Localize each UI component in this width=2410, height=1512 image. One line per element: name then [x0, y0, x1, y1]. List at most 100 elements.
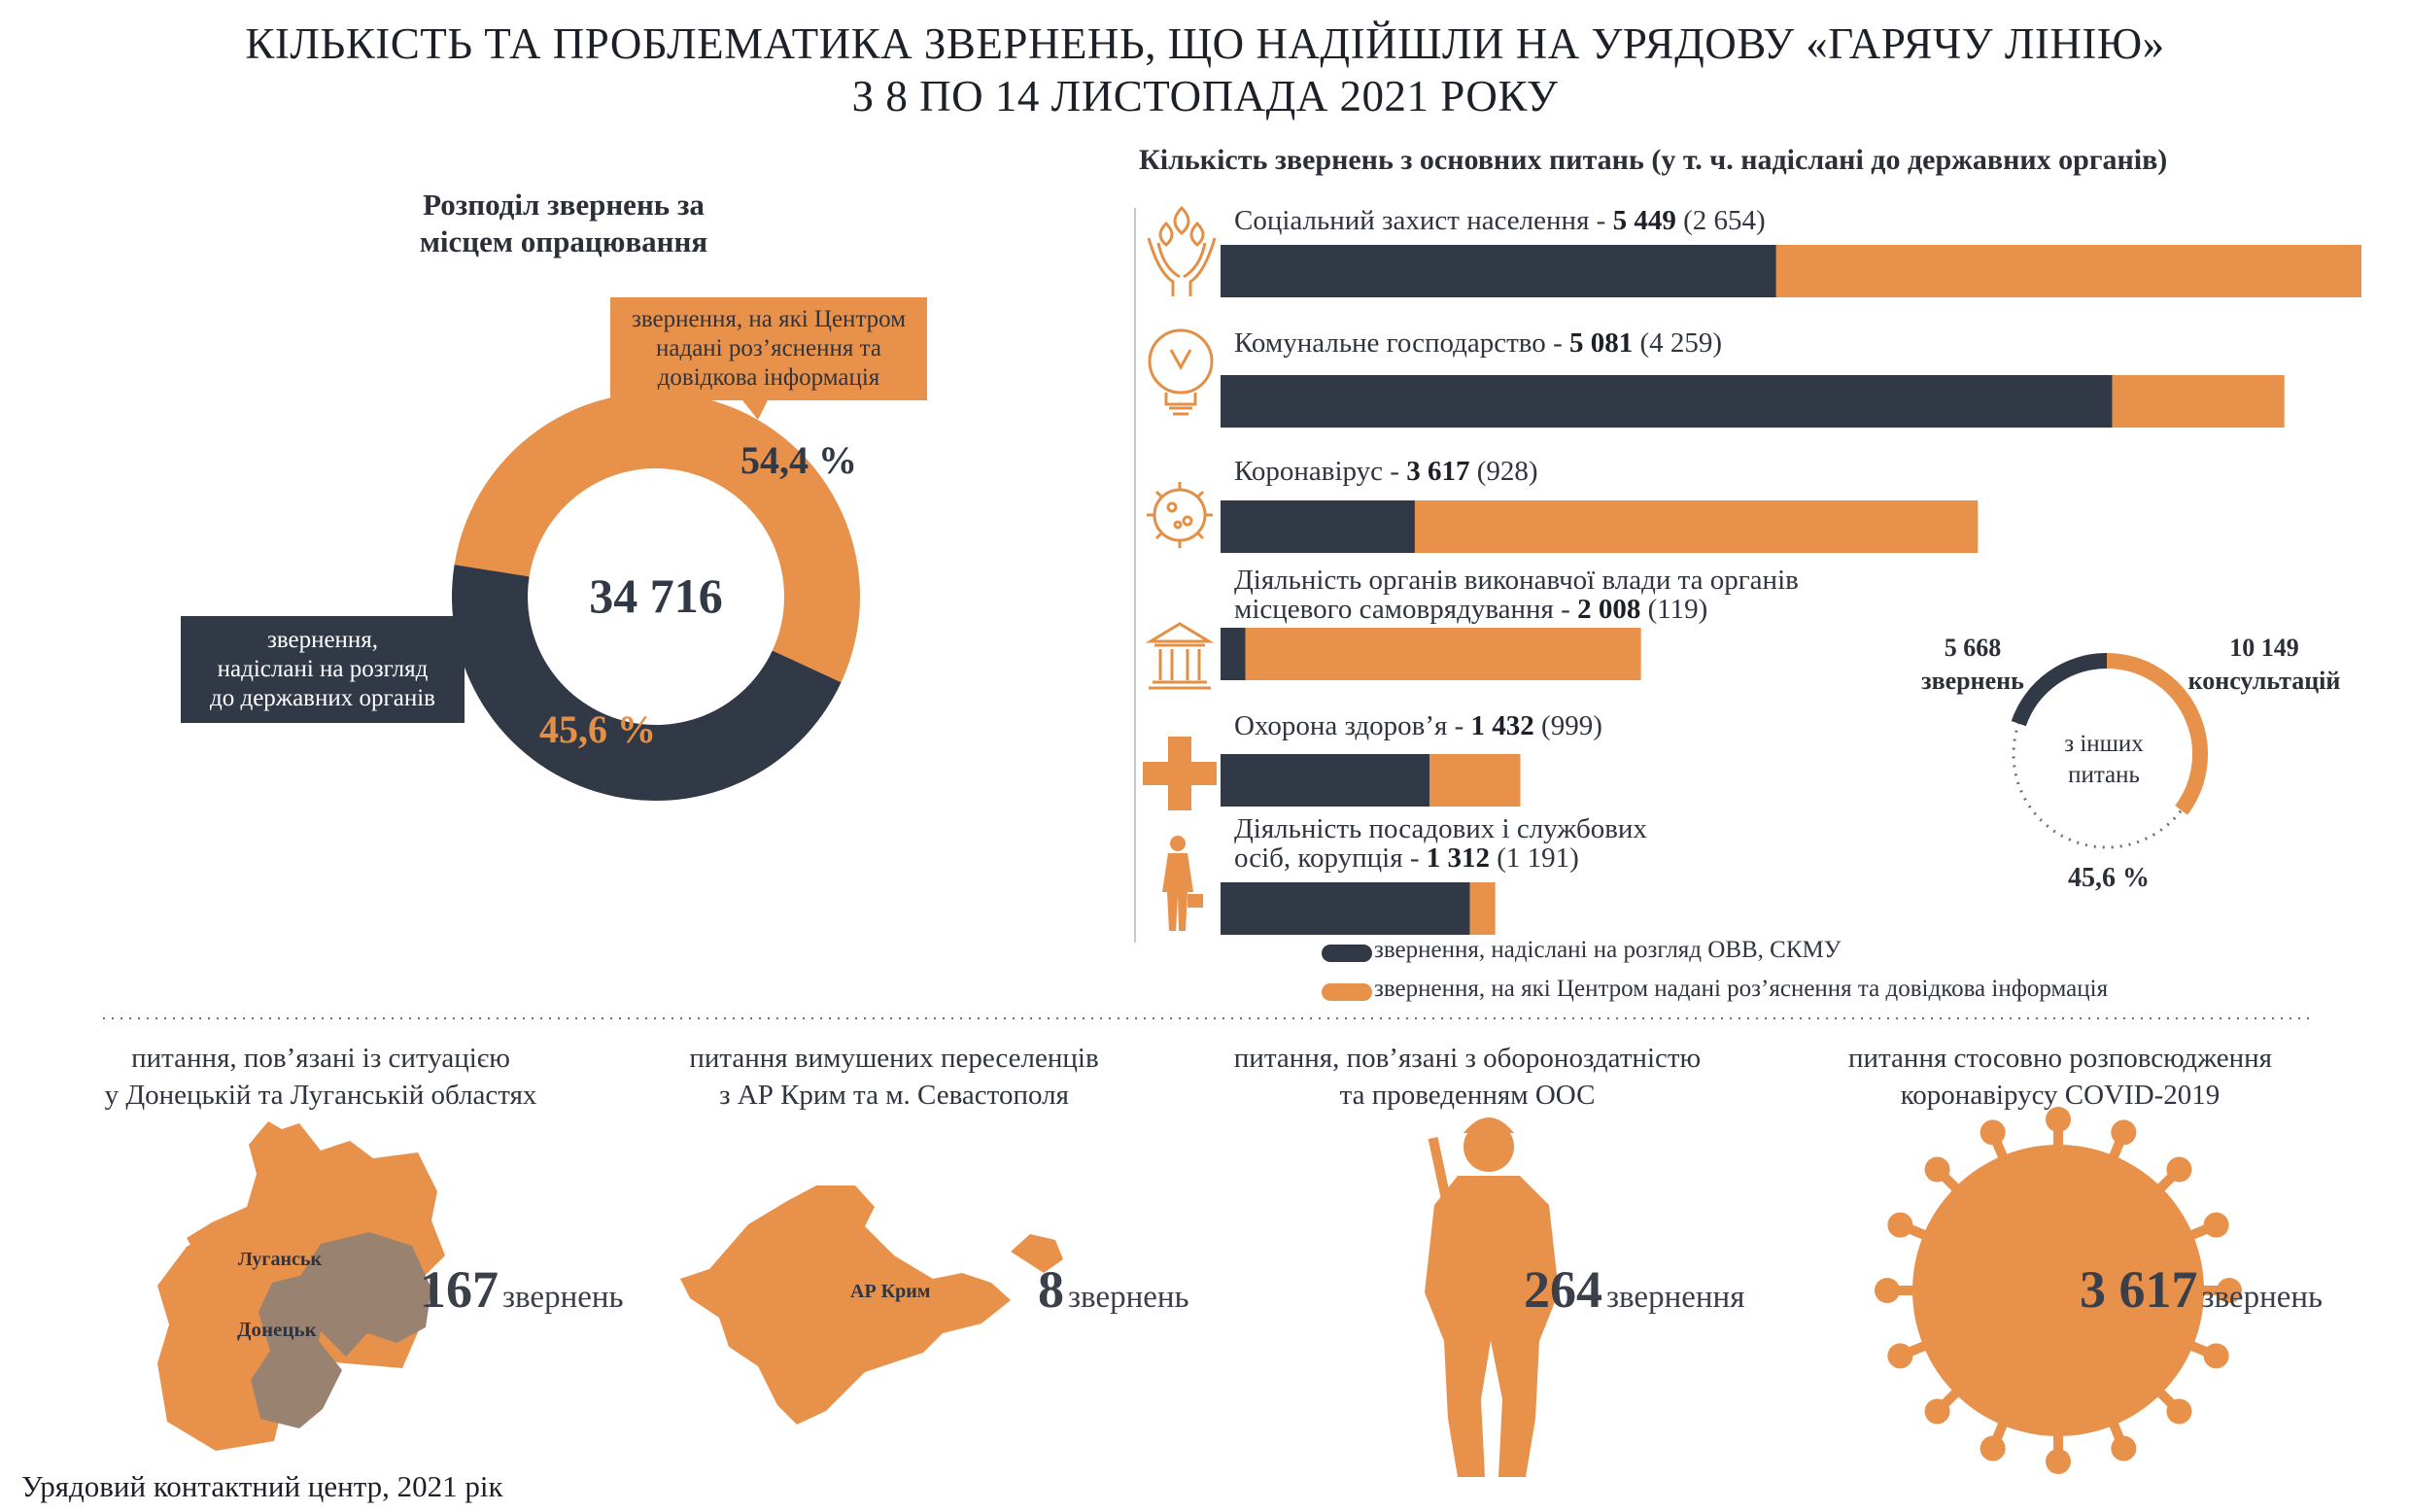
donut-slice-dark — [451, 565, 842, 802]
corona-spike-tip — [1924, 1156, 1950, 1183]
page-title-line2: З 8 ПО 14 ЛИСТОПАДА 2021 РОКУ — [851, 72, 1559, 120]
ring-arc-orange — [2106, 653, 2208, 815]
region-count-crimea: 8 звернень — [1038, 1259, 1189, 1320]
corona-spike-tip — [2203, 1343, 2229, 1369]
hands-icon — [1147, 205, 1217, 296]
ukraine-east-map — [157, 1121, 445, 1451]
region-count-defense: 264 звернення — [1524, 1259, 1744, 1320]
region-caption-line: коронавірусу COVID-2019 — [1900, 1080, 2221, 1111]
crimea-map — [680, 1186, 1063, 1425]
bar-segment-consulted — [1429, 754, 1521, 807]
legend-dark-label: звернення, надіслані на розгляд ОВВ, СКМ… — [1374, 937, 1842, 963]
corona-spike-tip — [2046, 1449, 2071, 1474]
bar-category-label: Соціальний захист населення - 5 449 (2 6… — [1234, 206, 1766, 235]
bar-category-line: Охорона здоров’я - 1 432 (999) — [1234, 710, 1602, 741]
bar-total-value: 1 432 — [1470, 710, 1534, 741]
bar-category-label: Коронавірус - 3 617 (928) — [1234, 457, 1538, 486]
bar-sent-value: (2 654) — [1675, 205, 1766, 236]
bar-category-line: осіб, корупція - 1 312 (1 191) — [1234, 842, 1579, 874]
donut-slice-orange — [454, 393, 861, 683]
corona-spike-tip — [2217, 1278, 2242, 1303]
footer-source: Урядовий контактний центр, 2021 рік — [21, 1469, 503, 1503]
official-person-icon — [1162, 836, 1203, 931]
corona-spike-tip — [1875, 1278, 1900, 1303]
orange-callout-line: довідкова інформація — [657, 364, 880, 391]
map-label-luhansk: Луганськ — [238, 1249, 322, 1270]
bar-segment-sent — [1221, 500, 1415, 553]
other-issues-ring — [2011, 653, 2208, 849]
bar-segment-sent — [1221, 628, 1246, 680]
region-caption-defense: питання, пов’язані з обороноздатністю та… — [1205, 1040, 1730, 1114]
region-caption-crimea: питання вимушених переселенців з АР Крим… — [632, 1040, 1156, 1114]
donut-dark-pct: 45,6 % — [539, 707, 656, 751]
bar-segment-consulted — [1775, 245, 2361, 297]
government-building-icon — [1145, 622, 1215, 690]
donut-orange-pct: 54,4 % — [740, 438, 857, 482]
region-caption-line: питання стосовно розповсюдження — [1847, 1043, 2272, 1074]
other-right-word: консультацій — [2187, 667, 2341, 695]
other-center-label: з інших питань — [2021, 729, 2186, 791]
bars-group — [1221, 245, 2361, 935]
bar-segment-consulted — [2112, 375, 2285, 428]
region-caption-donbas: питання, пов’язані із ситуацією у Донець… — [58, 1040, 583, 1114]
other-center-line1: з інших — [2064, 731, 2144, 757]
bar-category-label: Діяльність органів виконавчої влади та о… — [1234, 566, 1799, 624]
region-word: звернень — [1068, 1280, 1189, 1315]
legend-orange-swatch — [1322, 983, 1372, 1001]
bar-segment-sent — [1221, 882, 1470, 935]
bar-segment-sent — [1221, 245, 1776, 297]
region-count-donbas: 167 звернень — [420, 1259, 624, 1320]
other-left-word: звернень — [1921, 667, 2024, 695]
bar-total-value: 5 081 — [1568, 327, 1634, 359]
map-label-donetsk: Донецьк — [237, 1318, 317, 1341]
region-number: 8 — [1038, 1260, 1064, 1319]
coronavirus-shape — [1875, 1107, 2242, 1474]
orange-callout-line: надані роз’яснення та — [656, 335, 881, 361]
region-word: звернення — [1606, 1280, 1745, 1315]
soldier-silhouette — [1425, 1117, 1559, 1477]
page-title-line1: КІЛЬКІСТЬ ТА ПРОБЛЕМАТИКА ЗВЕРНЕНЬ, ЩО Н… — [245, 19, 2165, 68]
dark-callout-line: надіслані на розгляд — [217, 656, 429, 682]
bar-chart-heading: Кількість звернень з основних питань (у … — [1139, 144, 2168, 176]
bar-category-line: Коронавірус - 3 617 (928) — [1234, 456, 1538, 487]
bar-total-value: 2 008 — [1577, 594, 1641, 625]
bar-segment-sent — [1221, 375, 2113, 428]
region-caption-covid: питання стосовно розповсюдження коронаві… — [1778, 1040, 2342, 1114]
donut-heading: Розподіл звернень за місцем опрацювання — [321, 187, 807, 260]
bar-total-value: 5 449 — [1612, 205, 1676, 236]
region-caption-line: питання, пов’язані із ситуацією — [131, 1043, 510, 1074]
bar-category-line: Діяльність органів виконавчої влади та о… — [1234, 565, 1799, 596]
dark-callout-line: до державних органів — [210, 685, 435, 711]
corona-spike-tip — [2203, 1212, 2229, 1238]
bar-category-line: місцевого самоврядування - 2 008 (119) — [1234, 594, 1708, 625]
bar-category-label: Охорона здоров’я - 1 432 (999) — [1234, 711, 1602, 740]
region-caption-line: та проведенням ООС — [1339, 1080, 1596, 1111]
orange-callout: звернення, на які Центром надані роз’ясн… — [610, 297, 927, 400]
corona-spike-tip — [2111, 1435, 2137, 1461]
bar-total-value: 3 617 — [1406, 456, 1470, 487]
ring-arc-dark — [2011, 653, 2108, 727]
corona-spike-tip — [2046, 1107, 2071, 1132]
other-left-label: 5 668 звернень — [1905, 632, 2041, 698]
map-label-crimea: АР Крим — [850, 1281, 931, 1302]
region-caption-line: у Донецькій та Луганській областях — [104, 1080, 537, 1111]
corona-spike-tip — [1980, 1119, 2006, 1146]
corona-spike-tip — [1887, 1212, 1913, 1238]
donut-total: 34 716 — [589, 568, 723, 623]
region-number: 3 617 — [2080, 1260, 2198, 1319]
bar-sent-value: (928) — [1469, 456, 1538, 487]
other-pct: 45,6 % — [2068, 863, 2150, 893]
virus-icon — [1147, 482, 1213, 548]
region-number: 264 — [1524, 1260, 1602, 1319]
other-right-label: 10 149 консультацій — [2157, 632, 2371, 698]
bar-segment-sent — [1221, 754, 1430, 807]
region-caption-line: з АР Крим та м. Севастополя — [719, 1080, 1069, 1111]
corona-spike-tip — [2166, 1398, 2192, 1425]
other-right-number: 10 149 — [2229, 634, 2299, 662]
lightbulb-icon — [1148, 328, 1214, 416]
bar-sent-value: (999) — [1533, 710, 1602, 741]
region-word: звернень — [502, 1280, 624, 1315]
bar-segment-consulted — [1414, 500, 1979, 553]
